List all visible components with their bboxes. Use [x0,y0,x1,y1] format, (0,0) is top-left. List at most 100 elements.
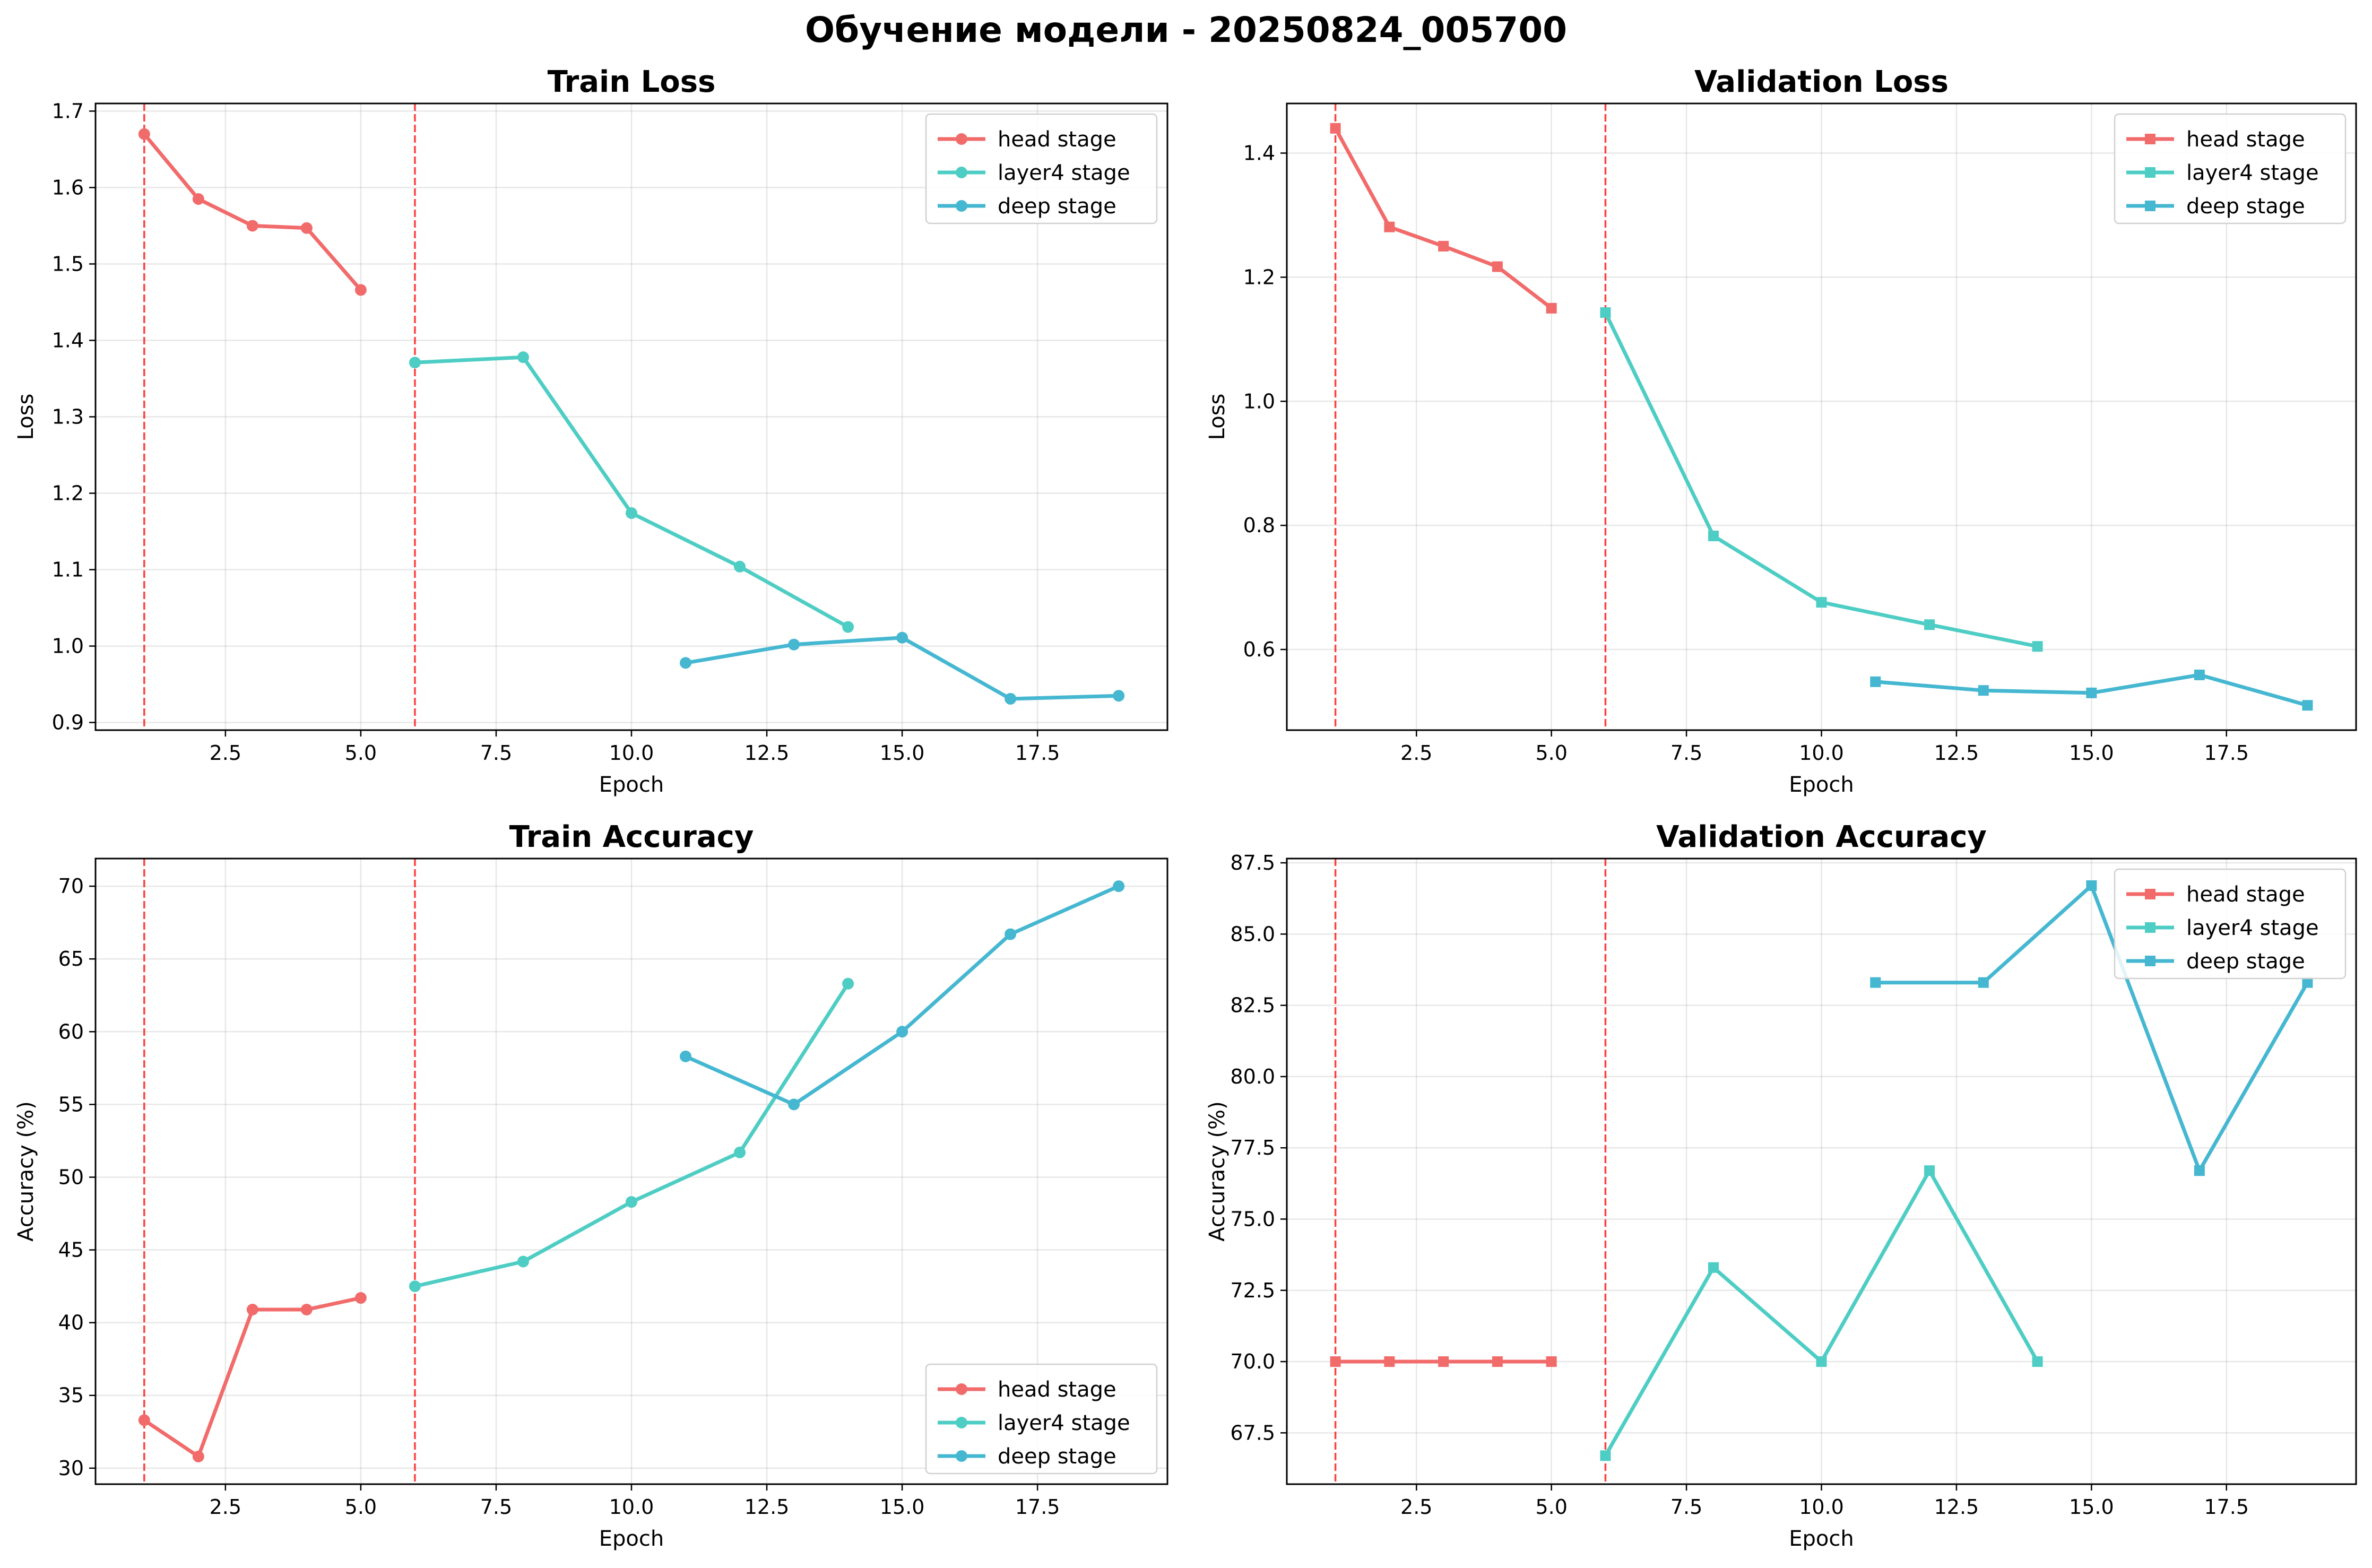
data-point [734,1146,746,1158]
x-tick-label: 2.5 [210,741,241,765]
data-point [1708,1262,1719,1273]
data-point [2032,641,2043,652]
x-tick-label: 17.5 [2204,741,2249,765]
data-point [517,351,529,363]
val-acc-chart: 2.5 5.0 7.5 10.0 12.5 15.0 17.5 67.5 70.0 72.5 75.… [1205,820,2357,1551]
chart-title: Validation Loss [1694,65,1949,99]
legend-label: deep stage [998,194,1116,219]
legend-label: layer4 stage [2186,916,2319,940]
y-axis-label: Accuracy (%) [1205,1101,1230,1242]
y-tick-label: 1.0 [52,635,84,658]
data-point [842,977,854,990]
y-axis-label: Accuracy (%) [14,1101,38,1242]
data-point [1978,685,1989,696]
legend: head stage layer4 stage deep stage [2114,113,2347,224]
legend-label: head stage [998,1378,1116,1402]
data-point [1492,261,1503,272]
legend-box [925,113,1158,224]
data-point [680,1050,692,1062]
y-tick-label: 55 [58,1093,84,1116]
data-point [354,1292,367,1304]
data-point [1492,1356,1503,1367]
y-tick-label: 30 [58,1457,84,1480]
x-tick-label: 12.5 [745,741,790,765]
data-point [1870,676,1881,687]
data-point [1816,1356,1827,1367]
x-tick-label: 10.0 [609,741,654,765]
legend-box [2114,113,2347,224]
data-point [1005,692,1017,705]
data-point [2302,977,2313,988]
data-point [788,1098,800,1111]
data-point [2086,880,2097,891]
x-axis-label: Epoch [1789,1527,1854,1551]
x-axis-label: Epoch [599,1527,664,1551]
x-tick-label: 2.5 [210,1495,241,1519]
x-tick-label: 12.5 [1934,741,1979,765]
train-loss-chart: 2.5 5.0 7.5 10.0 12.5 15.0 17.5 0.9 1.0 1.1 1.2 1.3… [14,65,1168,797]
x-tick-label: 15.0 [880,741,925,765]
x-tick-label: 2.5 [1400,741,1432,765]
data-point [1924,1165,1935,1176]
x-tick-label: 17.5 [1015,741,1060,765]
chart-title: Validation Accuracy [1656,820,1987,854]
x-tick-label: 17.5 [2204,1495,2249,1519]
data-point [246,220,258,232]
data-point [409,357,421,369]
y-tick-label: 1.7 [52,99,84,123]
data-point [300,1303,313,1315]
series-line-head [142,132,363,292]
legend-label: head stage [2186,127,2305,152]
x-tick-label: 12.5 [1934,1495,1979,1519]
x-axis-label: Epoch [599,773,664,797]
data-point [409,1280,421,1293]
y-tick-label: 1.6 [52,176,84,199]
data-point [517,1255,529,1268]
y-tick-label: 1.3 [52,405,84,429]
x-tick-label: 15.0 [2069,1495,2114,1519]
series-line-head [1334,126,1554,310]
x-tick-label: 5.0 [345,741,377,765]
legend-marker [956,167,967,178]
legend-label: deep stage [2186,949,2305,974]
data-point [788,638,800,651]
x-tick-label: 17.5 [1015,1495,1060,1519]
x-tick-label: 10.0 [1799,741,1844,765]
y-tick-label: 60 [58,1020,84,1043]
legend: head stage layer4 stage deep stage [925,1363,1158,1475]
data-point [192,1450,204,1462]
legend-label: head stage [998,127,1116,152]
chart-title: Train Accuracy [509,820,754,854]
y-tick-label: 1.4 [52,328,84,352]
legend-marker [956,133,967,145]
x-axis-label: Epoch [1789,773,1854,797]
data-point [896,631,908,644]
legend-box [2114,868,2347,980]
data-point [2302,700,2313,711]
y-tick-label: 50 [58,1165,84,1189]
y-tick-label: 67.5 [1230,1421,1275,1444]
data-point [1438,240,1449,252]
y-tick-label: 0.6 [1243,638,1275,661]
x-tick-label: 15.0 [2069,741,2114,765]
legend: head stage layer4 stage deep stage [925,113,1158,224]
legend-marker [2145,201,2155,211]
legend-marker [2145,956,2155,966]
data-point [626,507,637,519]
data-point [300,222,313,234]
data-point [1330,1356,1341,1367]
data-point [1978,977,1989,988]
legend-marker [956,1383,967,1395]
series-line-head [142,1296,363,1459]
legend-marker [956,200,967,212]
chart-title: Train Loss [548,65,716,99]
data-point [2194,669,2205,680]
legend-marker [956,1417,967,1428]
x-tick-label: 10.0 [609,1495,654,1519]
axes-frame [1286,102,2357,731]
data-point [680,657,692,669]
y-tick-label: 0.9 [52,711,84,734]
legend-marker [956,1450,967,1462]
y-tick-label: 85.0 [1230,922,1275,946]
train-acc-chart: 2.5 5.0 7.5 10.0 12.5 15.0 17.5 30 35 40 45 50 55 60 6… [14,820,1168,1551]
